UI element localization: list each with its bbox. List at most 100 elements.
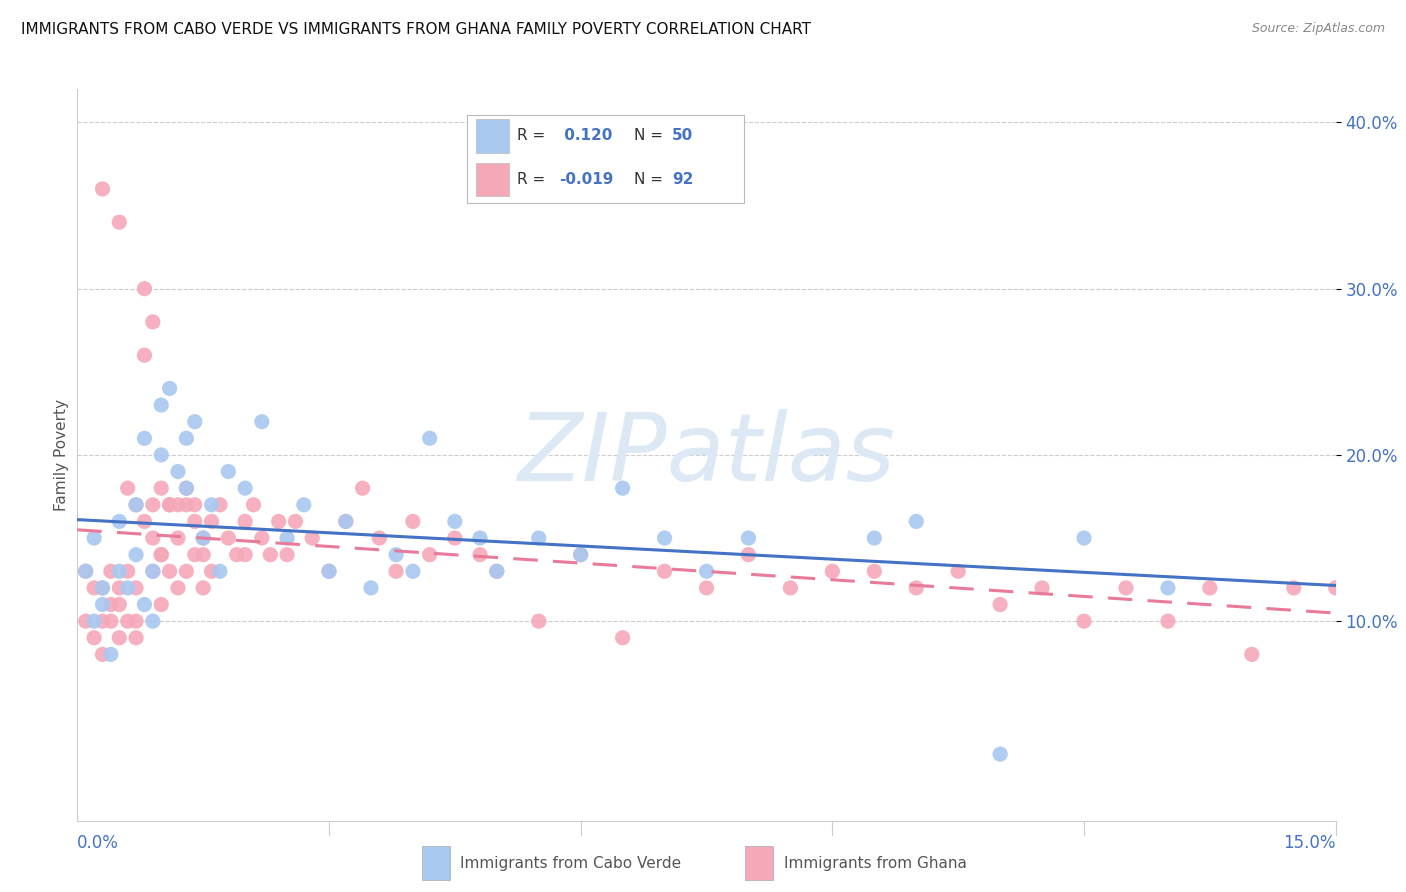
Point	[191, 531, 215, 545]
Point	[444, 515, 467, 529]
Point	[863, 564, 886, 578]
Point	[108, 215, 131, 229]
Point	[167, 465, 190, 479]
Point	[134, 515, 156, 529]
Point	[419, 431, 441, 445]
Point	[208, 498, 231, 512]
Text: 15.0%: 15.0%	[1284, 834, 1336, 852]
Text: 50: 50	[672, 128, 693, 144]
Point	[184, 415, 207, 429]
Point	[200, 515, 222, 529]
Point	[1115, 581, 1137, 595]
Point	[301, 531, 323, 545]
Point	[176, 564, 198, 578]
Bar	[475, 120, 509, 153]
Point	[569, 548, 592, 562]
Point	[176, 481, 198, 495]
Point	[108, 564, 131, 578]
Point	[527, 614, 550, 628]
Point	[1073, 531, 1095, 545]
Point	[75, 614, 97, 628]
Point	[200, 564, 222, 578]
Point	[276, 548, 298, 562]
Point	[150, 598, 173, 612]
Point	[91, 182, 114, 196]
Point	[125, 498, 148, 512]
Point	[91, 581, 114, 595]
Point	[905, 515, 928, 529]
Point	[276, 531, 298, 545]
Point	[167, 498, 190, 512]
Point	[1324, 581, 1347, 595]
Point	[1073, 614, 1095, 628]
Point	[159, 381, 181, 395]
Point	[134, 282, 156, 296]
Point	[117, 581, 139, 595]
Point	[612, 631, 634, 645]
Point	[905, 581, 928, 595]
Point	[233, 548, 256, 562]
Point	[191, 531, 215, 545]
Point	[159, 564, 181, 578]
Point	[117, 564, 139, 578]
Point	[402, 564, 425, 578]
Point	[217, 531, 239, 545]
Y-axis label: Family Poverty: Family Poverty	[53, 399, 69, 511]
Point	[360, 581, 382, 595]
Point	[108, 631, 131, 645]
Point	[318, 564, 340, 578]
Point	[737, 548, 759, 562]
Point	[948, 564, 970, 578]
Point	[737, 531, 759, 545]
Point	[1240, 648, 1263, 662]
Point	[217, 465, 239, 479]
Point	[117, 481, 139, 495]
Point	[444, 531, 467, 545]
Point	[125, 498, 148, 512]
Point	[176, 498, 198, 512]
Text: 0.120: 0.120	[558, 128, 612, 144]
Point	[612, 481, 634, 495]
Point	[654, 531, 676, 545]
Point	[142, 498, 165, 512]
Point	[368, 531, 391, 545]
Point	[91, 614, 114, 628]
Point	[527, 531, 550, 545]
Point	[83, 614, 105, 628]
Point	[91, 598, 114, 612]
Point	[191, 548, 215, 562]
Point	[150, 448, 173, 462]
Text: N =: N =	[634, 128, 668, 144]
Point	[225, 548, 247, 562]
Point	[988, 747, 1011, 761]
Point	[125, 631, 148, 645]
Point	[318, 564, 340, 578]
Point	[150, 548, 173, 562]
Point	[176, 431, 198, 445]
Point	[134, 348, 156, 362]
Point	[468, 548, 491, 562]
Bar	[475, 163, 509, 196]
Point	[91, 648, 114, 662]
Point	[125, 581, 148, 595]
Text: Source: ZipAtlas.com: Source: ZipAtlas.com	[1251, 22, 1385, 36]
Point	[83, 581, 105, 595]
Point	[142, 531, 165, 545]
Point	[167, 531, 190, 545]
Point	[142, 564, 165, 578]
Point	[134, 431, 156, 445]
Point	[654, 564, 676, 578]
Point	[569, 548, 592, 562]
Text: -0.019: -0.019	[558, 172, 613, 187]
Point	[988, 598, 1011, 612]
Point	[1157, 614, 1180, 628]
Point	[125, 548, 148, 562]
Text: 0.0%: 0.0%	[77, 834, 120, 852]
Point	[176, 481, 198, 495]
Point	[108, 598, 131, 612]
Point	[485, 564, 508, 578]
Point	[1282, 581, 1305, 595]
Point	[167, 581, 190, 595]
Point	[108, 581, 131, 595]
Text: Immigrants from Cabo Verde: Immigrants from Cabo Verde	[461, 855, 682, 871]
